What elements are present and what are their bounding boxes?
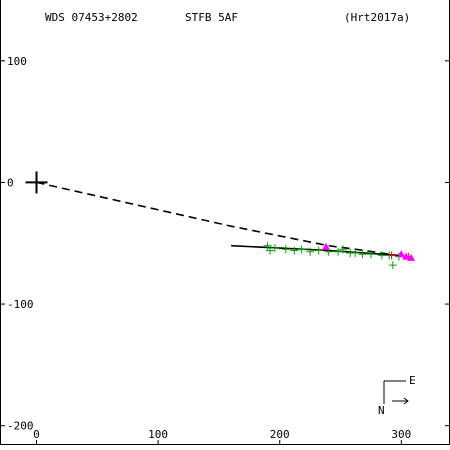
observation-plus [334,247,343,256]
y-tick-label: 0 [7,176,14,189]
observation-plus [358,250,367,259]
primary-star-marker [25,171,48,194]
observation-plus [270,244,279,253]
observation-plus [338,245,347,254]
observation-plus [266,246,274,255]
x-tick-label: 200 [270,428,290,441]
observation-plus [306,247,315,256]
observation-plus [263,241,272,250]
observation-plus [366,250,375,259]
y-tick-label: -100 [7,298,34,311]
compass-north-label: N [378,404,385,417]
x-tick-label: 300 [391,428,411,441]
observation-plus [314,246,323,255]
observation-triangle [402,252,411,260]
observation-triangle [407,253,416,261]
observation-plus [297,245,306,254]
observation-plus [290,246,299,255]
compass: E N [378,374,416,417]
compass-arrow-icon [392,397,409,405]
compass-east-label: E [409,374,416,387]
observation-plus [281,245,290,254]
system-name: WDS 07453+2802 [45,11,138,24]
y-tick-label: 100 [7,55,27,68]
dashed-orbit-line [36,181,397,257]
observation-triangle [321,242,330,250]
observation-triangle [397,250,406,258]
observation-plus [351,248,360,257]
reference-code: (Hrt2017a) [344,11,410,24]
discoverer-code: STFB 5AF [185,11,238,24]
observation-plus [388,261,397,270]
x-tick-label: 100 [148,428,168,441]
y-tick-label: -200 [7,420,34,433]
solid-orbit-line [231,244,412,259]
observation-plus [387,251,396,260]
observation-plus [377,251,386,260]
x-tick-label: 0 [33,428,40,441]
